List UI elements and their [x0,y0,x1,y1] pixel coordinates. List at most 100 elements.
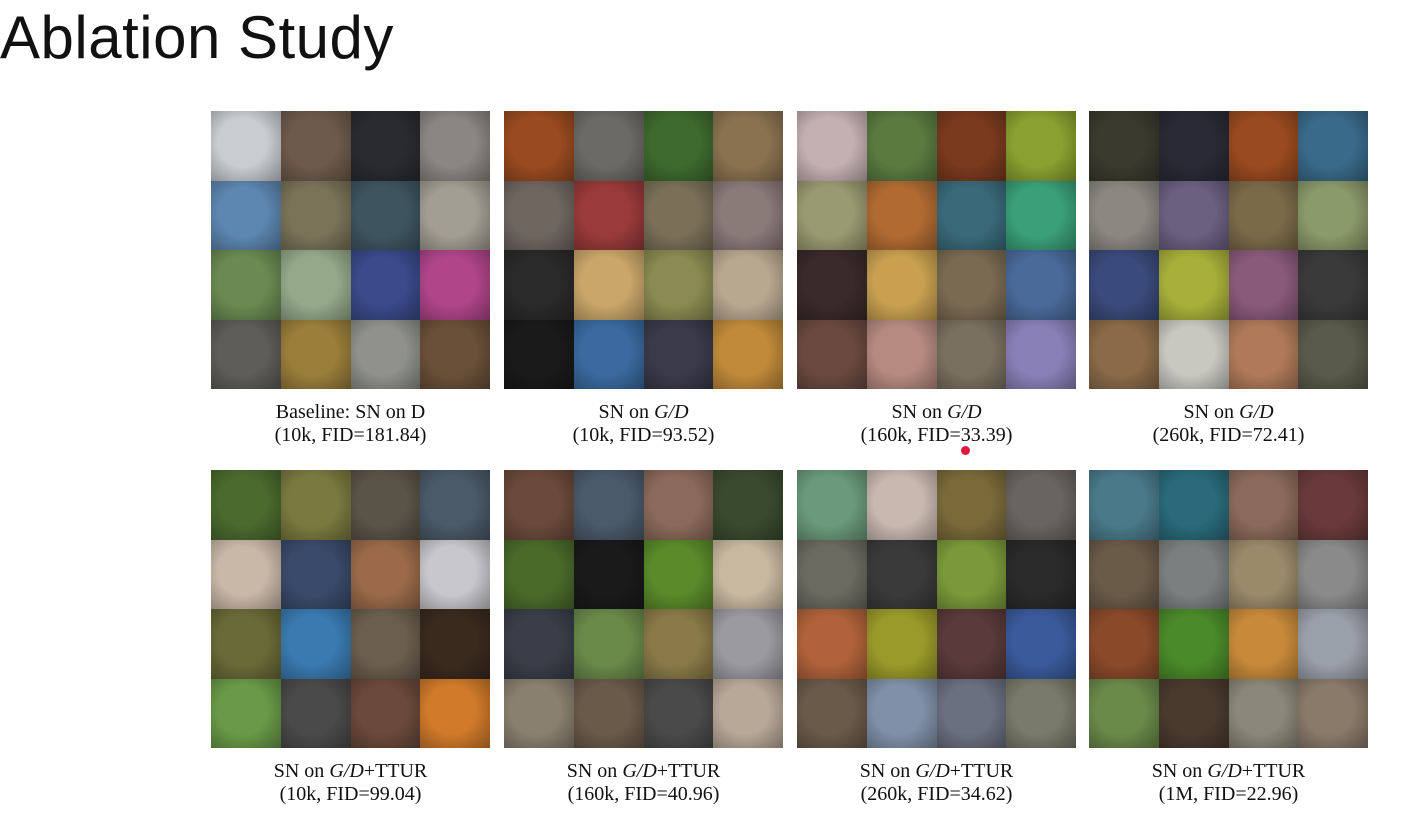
generated-sample-image [1006,678,1076,748]
generated-sample-image [1158,319,1229,389]
generated-sample-image [1158,470,1229,540]
figure-caption: SN on G/D+TTUR (160k, FID=40.96) [504,760,783,806]
sample-image-grid [797,470,1076,748]
caption-method: SN on G/D [504,401,783,424]
generated-sample-image [573,609,644,679]
generated-sample-image [280,111,351,181]
generated-sample-image [504,250,574,320]
figure-panel-7: SN on G/D+TTUR (260k, FID=34.62) [797,470,1076,806]
caption-method-prefix: SN on [1151,760,1208,782]
generated-sample-image [280,470,351,540]
generated-sample-image [936,539,1007,609]
generated-sample-image [1158,250,1229,320]
sample-image-grid [1089,111,1368,389]
caption-method: SN on G/D+TTUR [797,760,1076,783]
figure-panel-3: SN on G/D (160k, FID=33.39) [797,111,1076,447]
generated-sample-image [713,180,783,250]
sample-image-grid [211,470,490,748]
generated-sample-image [350,111,421,181]
caption-fid-score: (10k, FID=181.84) [274,424,427,446]
generated-sample-image [350,319,421,389]
generated-sample-image [504,180,574,250]
caption-method-prefix: SN on [891,401,948,423]
generated-sample-image [713,678,783,748]
generated-sample-image [280,678,351,748]
sample-image-grid [211,111,490,389]
caption-method-suffix: +TTUR [656,760,721,782]
generated-sample-image [1089,678,1159,748]
generated-sample-image [280,539,351,609]
caption-method: SN on G/D+TTUR [504,760,783,783]
generated-sample-image [504,678,574,748]
generated-sample-image [280,250,351,320]
generated-sample-image [1006,180,1076,250]
generated-sample-image [573,470,644,540]
generated-sample-image [1006,470,1076,540]
generated-sample-image [1228,470,1299,540]
figure-caption: SN on G/D+TTUR (1M, FID=22.96) [1089,760,1368,806]
figure-panel-4: SN on G/D (260k, FID=72.41) [1089,111,1368,447]
generated-sample-image [713,470,783,540]
caption-method-prefix: Baseline: SN on D [275,401,426,423]
generated-sample-image [866,319,937,389]
generated-sample-image [866,180,937,250]
generated-sample-image [1228,250,1299,320]
generated-sample-image [1089,319,1159,389]
caption-method-italic: G/D [654,401,689,423]
generated-sample-image [866,539,937,609]
figure-caption: Baseline: SN on D (10k, FID=181.84) [211,401,490,447]
generated-sample-image [797,609,867,679]
generated-sample-image [211,250,281,320]
generated-sample-image [866,678,937,748]
generated-sample-image [350,250,421,320]
generated-sample-image [350,609,421,679]
generated-sample-image [420,678,490,748]
caption-method-italic: G/D [329,760,364,782]
generated-sample-image [643,180,714,250]
generated-sample-image [1158,609,1229,679]
generated-sample-image [1089,609,1159,679]
generated-sample-image [643,470,714,540]
generated-sample-image [211,609,281,679]
caption-method: SN on G/D+TTUR [1089,760,1368,783]
caption-method-prefix: SN on [598,401,655,423]
generated-sample-image [1006,539,1076,609]
generated-sample-image [211,180,281,250]
figure-caption: SN on G/D (10k, FID=93.52) [504,401,783,447]
figure-caption: SN on G/D (160k, FID=33.39) [797,401,1076,447]
generated-sample-image [1298,678,1368,748]
caption-method: SN on G/D [1089,401,1368,424]
generated-sample-image [504,111,574,181]
generated-sample-image [643,319,714,389]
generated-sample-image [797,180,867,250]
generated-sample-image [1089,539,1159,609]
caption-method-italic: G/D [947,401,982,423]
caption-method-italic: G/D [622,760,657,782]
generated-sample-image [1228,111,1299,181]
slide-title: Ablation Study [0,4,394,71]
caption-method-prefix: SN on [859,760,916,782]
generated-sample-image [1006,111,1076,181]
caption-method-suffix: +TTUR [363,760,428,782]
generated-sample-image [420,180,490,250]
generated-sample-image [866,609,937,679]
generated-sample-image [420,111,490,181]
generated-sample-image [1228,539,1299,609]
caption-method: SN on G/D [797,401,1076,424]
caption-fid-score: (1M, FID=22.96) [1158,783,1299,805]
generated-sample-image [1228,678,1299,748]
generated-sample-image [1158,539,1229,609]
generated-sample-image [420,609,490,679]
generated-sample-image [713,250,783,320]
generated-sample-image [866,470,937,540]
generated-sample-image [936,111,1007,181]
generated-sample-image [713,539,783,609]
generated-sample-image [573,678,644,748]
generated-sample-image [420,319,490,389]
caption-fid-score: (260k, FID=34.62) [860,783,1013,805]
generated-sample-image [504,539,574,609]
generated-sample-image [211,111,281,181]
generated-sample-image [1228,609,1299,679]
generated-sample-image [280,319,351,389]
figure-caption: SN on G/D+TTUR (260k, FID=34.62) [797,760,1076,806]
